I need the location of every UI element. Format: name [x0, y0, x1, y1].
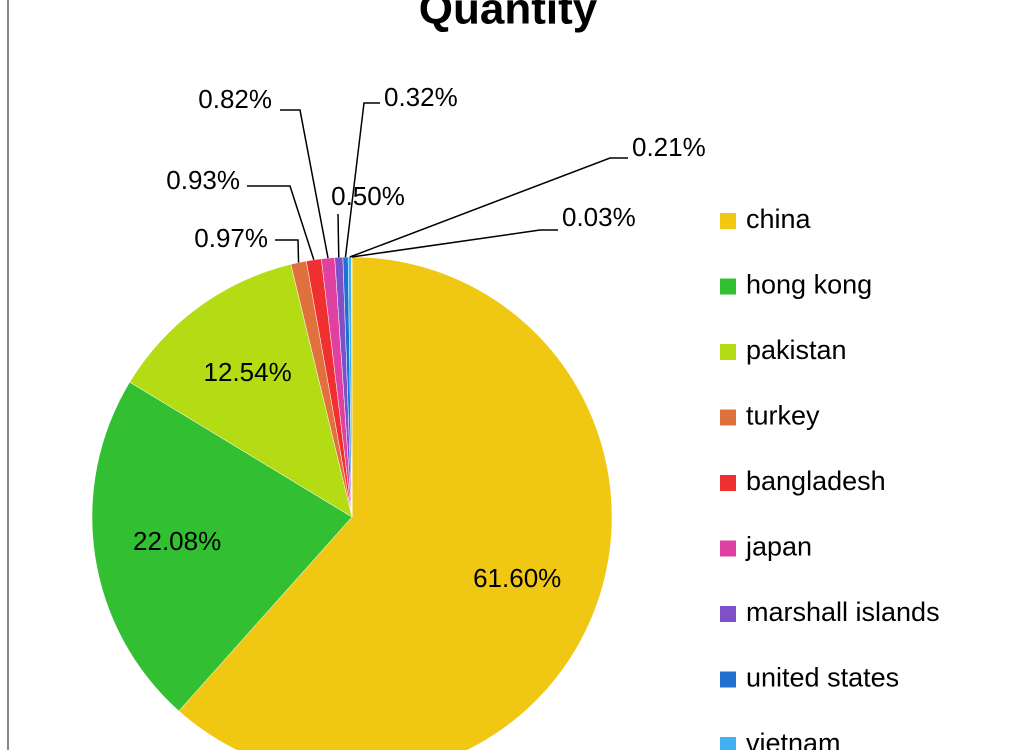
- legend-swatch: [720, 344, 736, 360]
- legend-label: hong kong: [746, 270, 872, 300]
- chart-title: Quantity: [419, 0, 598, 34]
- legend-label: bangladesh: [746, 466, 886, 496]
- data-label: 0.50%: [331, 181, 405, 211]
- data-label: 22.08%: [133, 526, 221, 556]
- data-label: 12.54%: [204, 357, 292, 387]
- legend-swatch: [720, 279, 736, 295]
- data-label: 0.21%: [632, 132, 706, 162]
- legend-label: pakistan: [746, 335, 847, 365]
- legend-label: vietnam: [746, 728, 841, 750]
- data-label: 0.32%: [384, 82, 458, 112]
- data-label: 0.93%: [166, 165, 240, 195]
- data-label: 0.82%: [198, 84, 272, 114]
- legend-swatch: [720, 475, 736, 491]
- data-label: 61.60%: [473, 563, 561, 593]
- legend-swatch: [720, 737, 736, 750]
- legend-label: united states: [746, 663, 899, 693]
- legend-label: marshall islands: [746, 597, 940, 627]
- data-label: 0.03%: [562, 202, 636, 232]
- legend-swatch: [720, 541, 736, 557]
- legend-label: china: [746, 204, 812, 234]
- leader-line: [338, 214, 339, 257]
- legend-label: turkey: [746, 401, 820, 431]
- legend-swatch: [720, 213, 736, 229]
- data-label: 0.97%: [194, 223, 268, 253]
- legend-label: japan: [745, 532, 812, 562]
- legend-swatch: [720, 410, 736, 426]
- legend-swatch: [720, 606, 736, 622]
- legend-swatch: [720, 672, 736, 688]
